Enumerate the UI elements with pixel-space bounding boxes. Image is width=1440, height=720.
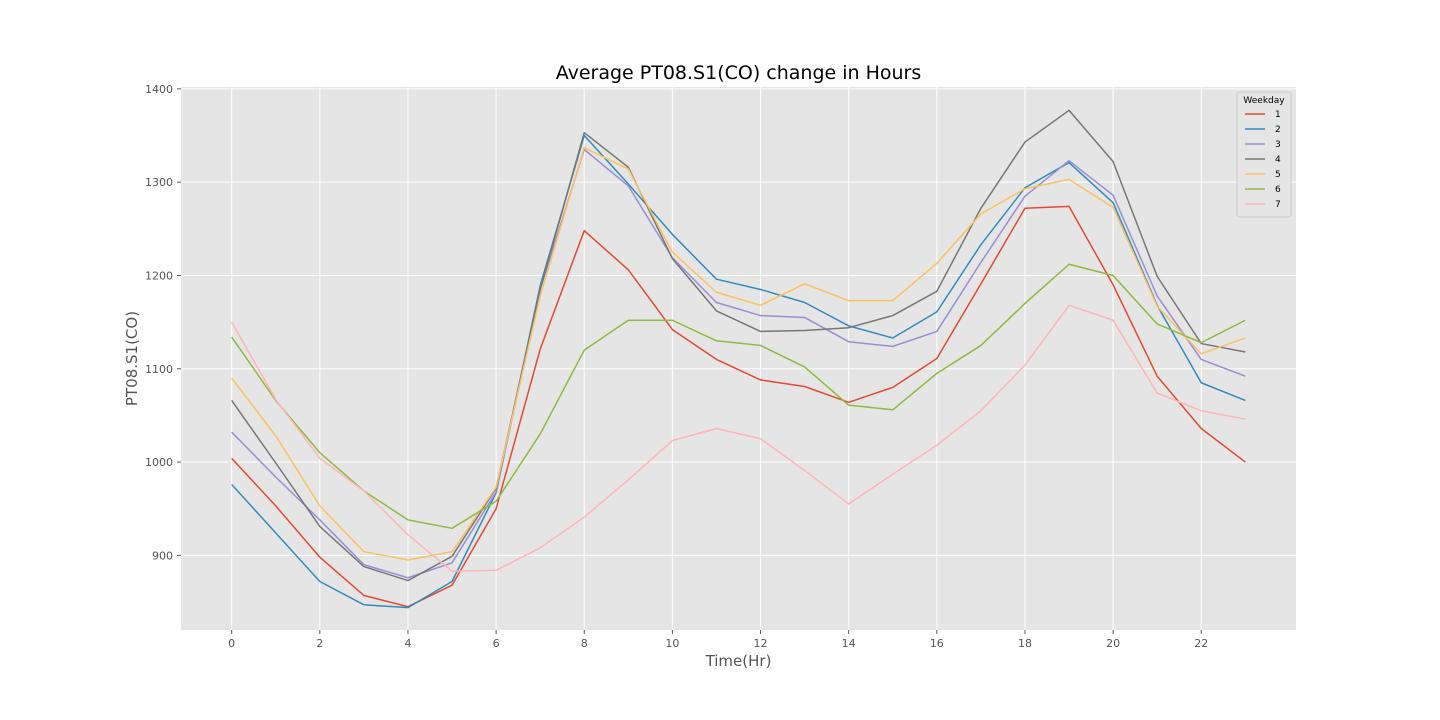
x-tick-label: 4 [404,637,411,650]
x-tick-label: 18 [1018,637,1032,650]
y-tick-label: 1100 [145,363,173,376]
legend-label-1: 1 [1275,110,1281,120]
series-line-7 [231,304,1246,572]
x-tick-label: 2 [316,637,323,650]
x-axis-label: Time(Hr) [705,652,772,670]
x-tick-label: 8 [581,637,588,650]
legend-label-7: 7 [1275,200,1281,210]
y-tick-label: 1000 [145,456,173,469]
legend-title: Weekday [1243,96,1285,106]
x-tick-label: 10 [665,637,679,650]
legend-label-5: 5 [1275,170,1281,180]
legend-label-6: 6 [1275,185,1281,195]
axis-ticks: 0 2 4 6 8 10 12 14 16 18 20 22 900 1000 1100 1200 1300 14… [145,83,1208,650]
legend: Weekday 1 2 3 4 5 6 7 [1236,91,1292,218]
legend-label-3: 3 [1275,140,1281,150]
legend-label-2: 2 [1275,125,1281,135]
x-tick-label: 22 [1194,637,1208,650]
y-tick-label: 900 [152,549,173,562]
chart-title: Average PT08.S1(CO) change in Hours [556,62,922,84]
y-tick-label: 1200 [145,269,173,282]
x-tick-label: 6 [493,637,500,650]
y-tick-label: 1400 [145,83,173,96]
y-axis-label: PT08.S1(CO) [123,311,141,406]
x-tick-label: 14 [842,637,856,650]
x-tick-label: 12 [754,637,768,650]
series-line-4 [231,109,1246,582]
legend-items: 1 2 3 4 5 6 7 [1245,110,1281,210]
series-line-3 [231,148,1246,579]
plot-area [181,87,1296,630]
series-lines [231,109,1246,609]
series-line-1 [231,205,1246,608]
series-line-5 [231,146,1246,561]
x-tick-label: 0 [228,637,235,650]
x-tick-label: 20 [1106,637,1120,650]
legend-label-4: 4 [1275,155,1281,165]
series-line-6 [231,263,1246,530]
series-line-2 [231,134,1246,609]
legend-box [1236,91,1292,218]
y-tick-label: 1300 [145,176,173,189]
x-tick-label: 16 [930,637,944,650]
